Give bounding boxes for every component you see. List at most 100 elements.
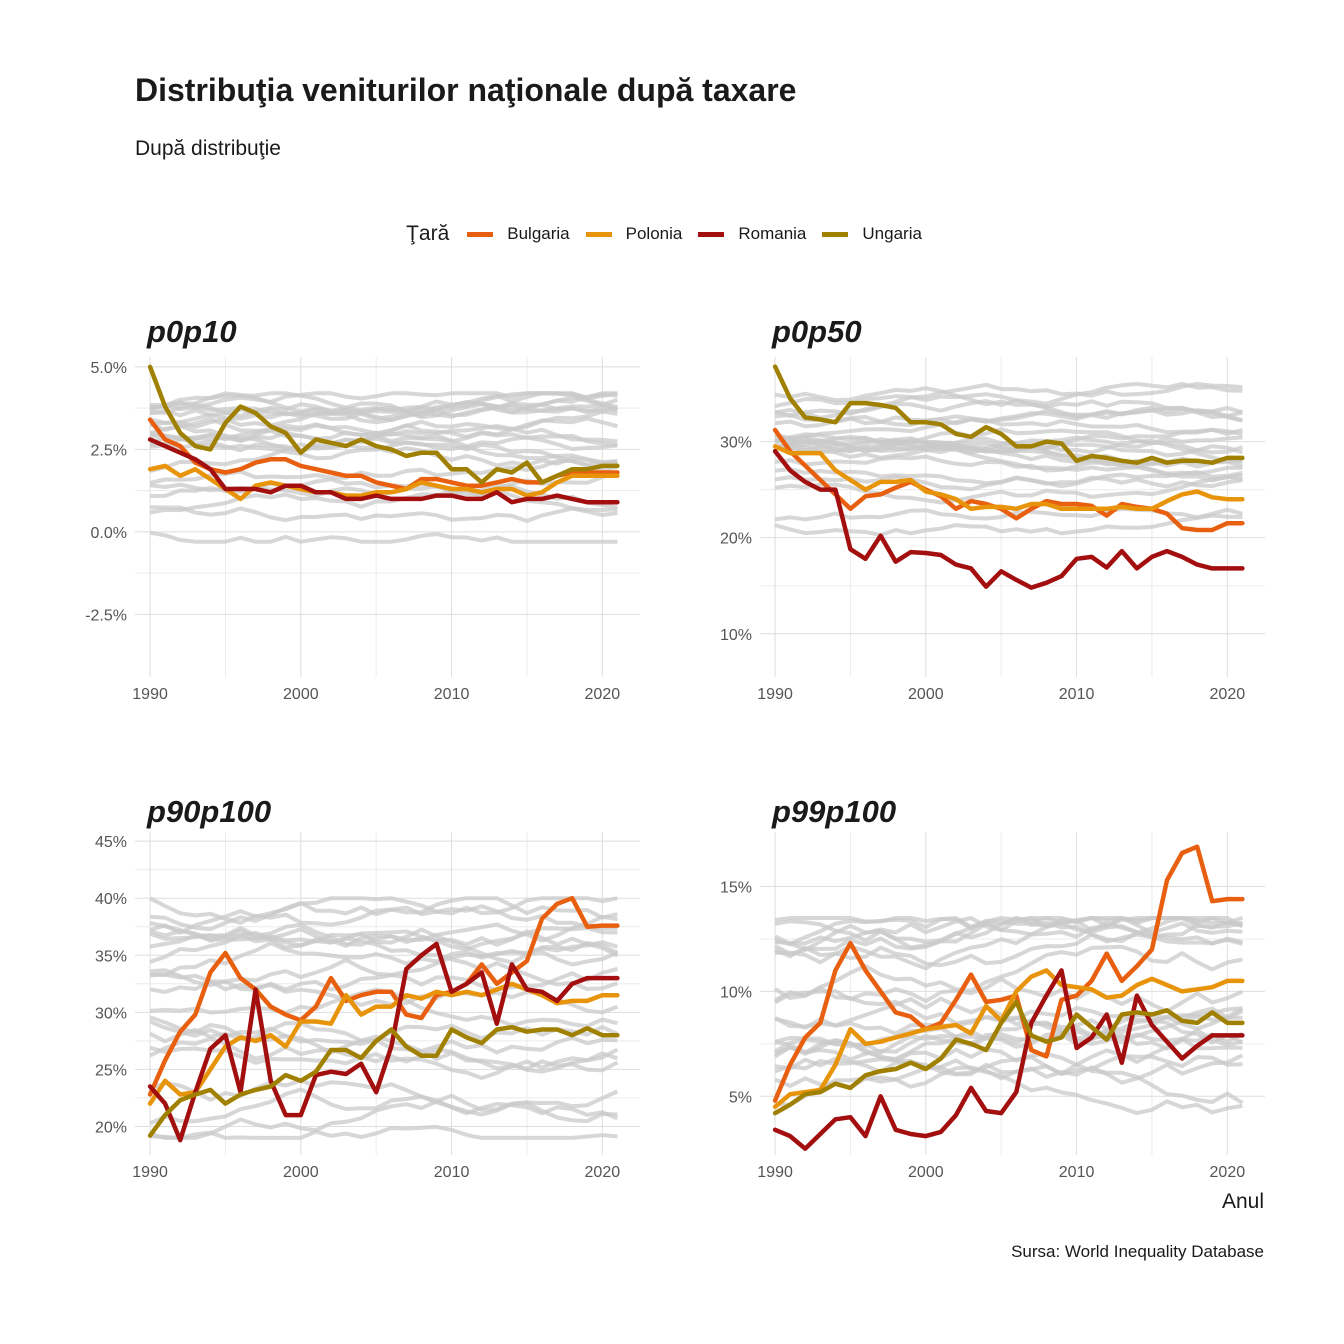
- context-line: [774, 944, 1243, 1000]
- series-line-romania: [147, 437, 620, 505]
- context-line: [149, 1078, 619, 1121]
- context-line: [149, 409, 618, 443]
- context-line: [149, 1087, 618, 1126]
- legend-label-romania: Romania: [738, 224, 807, 243]
- source-caption: Sursa: World Inequality Database: [1011, 1242, 1264, 1261]
- x-tick-label: 1990: [132, 1164, 168, 1181]
- panel-title: p90p100: [146, 794, 271, 829]
- context-line: [774, 916, 1243, 946]
- context-line: [149, 489, 618, 515]
- legend-swatch-ungaria: [822, 231, 849, 237]
- legend-item-ungaria: Ungaria: [822, 224, 922, 244]
- series-line-ungaria: [772, 999, 1245, 1116]
- y-tick-label: 10%: [720, 627, 752, 644]
- legend-swatch-romania: [698, 231, 725, 237]
- y-tick-label: 40%: [95, 891, 127, 908]
- context-line: [149, 1124, 618, 1140]
- legend-item-romania: Romania: [698, 224, 806, 244]
- x-tick-label: 2000: [908, 1164, 944, 1181]
- x-tick-label: 2000: [283, 1164, 319, 1181]
- context-line: [149, 1015, 619, 1074]
- legend-label-polonia: Polonia: [625, 224, 683, 243]
- series-line-bulgaria: [147, 895, 620, 1097]
- series-line-ungaria: [147, 364, 620, 485]
- context-line: [774, 437, 1243, 469]
- legend-label-bulgaria: Bulgaria: [507, 224, 570, 243]
- context-line: [149, 400, 618, 421]
- legend-swatch-bulgaria: [467, 231, 494, 237]
- context-line: [774, 1006, 1243, 1059]
- panel-title: p0p10: [146, 314, 237, 349]
- series-line-polonia: [772, 444, 1245, 512]
- x-tick-label: 1990: [757, 1164, 793, 1181]
- y-tick-label: 10%: [720, 984, 752, 1001]
- series-line-ungaria: [772, 364, 1245, 465]
- x-tick-label: 2020: [1210, 686, 1246, 703]
- context-line: [149, 932, 619, 991]
- x-tick-label: 2000: [908, 686, 944, 703]
- context-line: [149, 921, 619, 958]
- series-line-bulgaria: [772, 844, 1245, 1103]
- series-line-bulgaria: [772, 427, 1245, 533]
- y-tick-label: 20%: [95, 1119, 127, 1136]
- x-tick-label: 2020: [585, 686, 621, 703]
- context-line: [149, 391, 618, 412]
- y-tick-label: 2.5%: [91, 442, 127, 459]
- legend: Ţară Bulgaria Polonia Romania Ungaria: [0, 222, 1344, 246]
- context-line: [774, 381, 1243, 420]
- y-tick-label: 20%: [720, 531, 752, 548]
- context-line: [774, 473, 1243, 505]
- x-tick-label: 1990: [757, 686, 793, 703]
- context-line: [149, 940, 618, 984]
- series-line-ungaria: [147, 1024, 620, 1138]
- chart-subtitle: După distribuţie: [135, 137, 281, 160]
- legend-item-bulgaria: Bulgaria: [467, 224, 570, 244]
- y-tick-label: 5%: [729, 1089, 752, 1106]
- y-tick-label: 30%: [95, 1005, 127, 1022]
- x-tick-label: 2000: [283, 686, 319, 703]
- y-tick-label: 5.0%: [91, 360, 127, 377]
- panel-title: p99p100: [771, 794, 896, 829]
- y-tick-label: 30%: [720, 435, 752, 452]
- x-tick-label: 2010: [1059, 686, 1095, 703]
- context-line: [149, 896, 618, 927]
- x-tick-label: 2020: [585, 1164, 621, 1181]
- context-line: [150, 1089, 619, 1140]
- y-tick-label: 35%: [95, 948, 127, 965]
- y-tick-label: -2.5%: [85, 607, 127, 624]
- series-line-romania: [772, 968, 1245, 1151]
- context-line: [149, 896, 618, 935]
- context-line: [149, 431, 618, 454]
- context-line: [149, 530, 618, 544]
- legend-item-polonia: Polonia: [585, 224, 683, 244]
- y-tick-label: 0.0%: [91, 525, 127, 542]
- x-tick-label: 2010: [1059, 1164, 1095, 1181]
- y-tick-label: 25%: [95, 1062, 127, 1079]
- legend-swatch-polonia: [585, 231, 612, 237]
- context-line: [774, 1055, 1244, 1105]
- context-line: [774, 916, 1243, 935]
- context-line: [775, 916, 1243, 968]
- x-tick-label: 2010: [434, 686, 470, 703]
- context-line: [774, 406, 1243, 441]
- x-axis-title: Anul: [1221, 1190, 1264, 1213]
- y-tick-label: 45%: [95, 834, 127, 851]
- series-line-polonia: [772, 968, 1245, 1110]
- legend-title: Ţară: [406, 222, 450, 245]
- legend-label-ungaria: Ungaria: [862, 224, 922, 243]
- context-line: [774, 513, 1243, 537]
- x-tick-label: 2020: [1210, 1164, 1246, 1181]
- series-line-romania: [772, 448, 1245, 590]
- context-line: [150, 391, 618, 415]
- context-line: [774, 916, 1243, 956]
- x-tick-label: 1990: [132, 686, 168, 703]
- context-line: [150, 505, 618, 523]
- panel-title: p0p50: [771, 314, 862, 349]
- chart-title: Distribuţia veniturilor naţionale după t…: [135, 72, 797, 108]
- context-line: [149, 417, 618, 465]
- x-tick-label: 2010: [434, 1164, 470, 1181]
- context-line: [774, 467, 1243, 489]
- context-line: [775, 1053, 1244, 1107]
- y-tick-label: 15%: [720, 880, 752, 897]
